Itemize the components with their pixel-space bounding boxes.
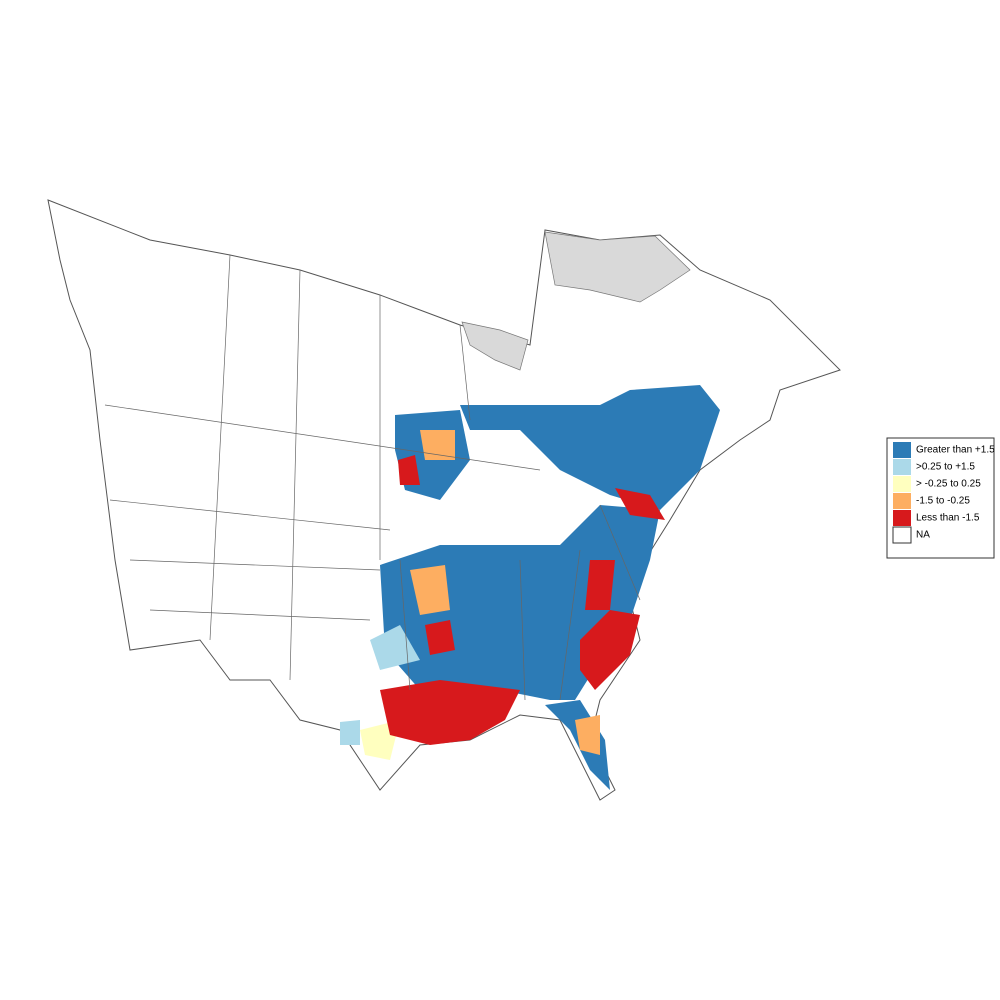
region-cells	[340, 720, 360, 745]
legend-label: Greater than +1.5	[916, 445, 995, 456]
legend-swatch	[893, 510, 911, 526]
legend-swatch	[893, 493, 911, 509]
na-region	[461, 321, 529, 371]
region-cells	[615, 488, 665, 520]
legend-label: >0.25 to +1.5	[916, 462, 975, 473]
na-region	[544, 231, 691, 303]
legend-label: > -0.25 to 0.25	[916, 479, 981, 490]
legend: Greater than +1.5 >0.25 to +1.5 > -0.25 to…	[892, 442, 995, 544]
region-cells	[580, 610, 640, 690]
legend-label: Less than -1.5	[916, 513, 980, 524]
legend-label: NA	[916, 530, 930, 541]
legend-label: -1.5 to -0.25	[916, 496, 970, 507]
region-cells	[398, 455, 420, 485]
state-borders	[104, 254, 641, 701]
region-cells	[545, 700, 610, 790]
legend-swatch	[893, 476, 911, 492]
region-cells	[380, 680, 520, 745]
legend-swatch	[893, 442, 911, 458]
legend-swatch	[893, 459, 911, 475]
region-cells	[420, 430, 455, 460]
region-cells	[460, 385, 720, 510]
region-cells	[575, 715, 600, 755]
continent-outline	[47, 199, 841, 801]
region-cells	[425, 620, 455, 655]
region-cells	[585, 560, 615, 610]
region-cells	[410, 565, 450, 615]
legend-swatch	[892, 526, 912, 544]
